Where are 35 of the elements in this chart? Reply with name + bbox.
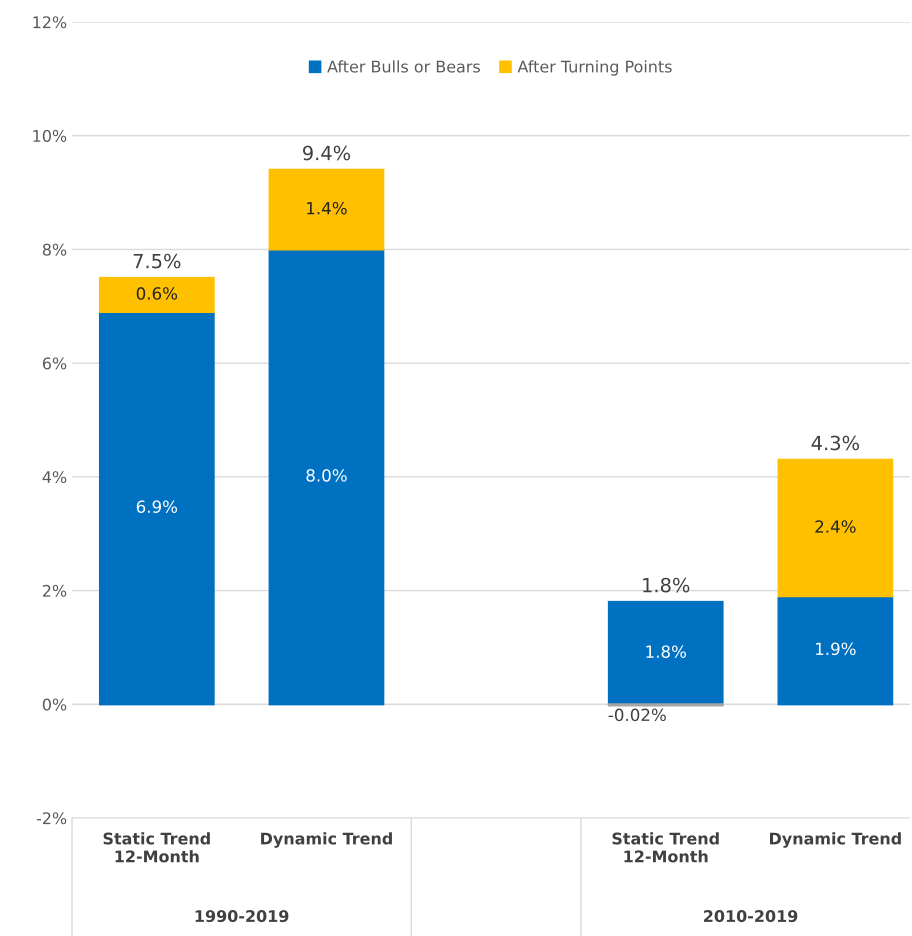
data-label: 1.8% <box>646 645 686 658</box>
legend-label: After Turning Points <box>518 60 672 76</box>
data-label: 6.9% <box>136 500 178 513</box>
bar <box>608 600 724 706</box>
text: 2010-2019 <box>704 910 798 922</box>
data-label: 0.6% <box>136 287 178 300</box>
bar <box>268 168 384 250</box>
total-label: 9.4% <box>302 146 350 160</box>
bar <box>98 276 215 314</box>
y-tick-label: 0% <box>42 698 66 711</box>
x-tick-label: Dynamic Trend <box>770 832 901 848</box>
y-tick-label: 8% <box>42 244 66 256</box>
x-tick-label: Static Trend 12-Month <box>104 832 210 862</box>
y-tick-label: 10% <box>33 130 66 142</box>
total-label: 4.3% <box>812 436 859 450</box>
total-label: 1.8% <box>643 578 690 592</box>
total-label: 7.5% <box>134 254 180 268</box>
data-label: 1.4% <box>307 202 347 214</box>
data-label: 8.0% <box>306 469 347 482</box>
y-tick-label: -2% <box>36 812 66 824</box>
x-tick-label: Static Trend 12-Month <box>612 832 719 862</box>
legend-label: After Bulls or Bears <box>327 60 480 73</box>
bar <box>268 248 384 706</box>
text: 1990-2019 <box>196 910 288 922</box>
y-tick-label: 2% <box>42 584 66 597</box>
data-label: 2.4% <box>815 520 856 533</box>
y-tick-label: 6% <box>42 357 66 370</box>
y-tick-label: 4% <box>42 471 66 484</box>
x-tick-label: Dynamic Trend <box>261 832 392 848</box>
bar <box>777 595 894 706</box>
bar <box>777 458 894 598</box>
data-label: 1.9% <box>816 642 856 656</box>
y-tick-label: 12% <box>33 16 66 28</box>
data-label: -0.02% <box>608 708 666 722</box>
bar <box>98 310 215 706</box>
